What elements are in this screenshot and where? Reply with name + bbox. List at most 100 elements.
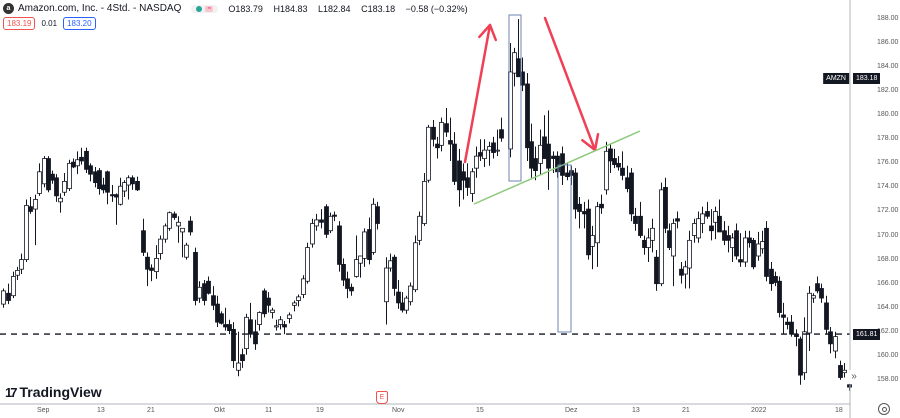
candle (396, 280, 401, 309)
candle (730, 233, 735, 263)
candle (349, 283, 354, 296)
candle (197, 281, 202, 303)
candle (582, 201, 587, 229)
candle (301, 275, 306, 299)
candle (211, 286, 216, 311)
last-price-badge: 183.18 (853, 73, 881, 84)
arrow-annotation[interactable] (463, 23, 498, 164)
price-tick-label: 184.00 (877, 63, 899, 71)
candle (565, 163, 570, 181)
candle (426, 124, 431, 183)
candle (413, 235, 418, 293)
price-tick-label: 158.00 (877, 375, 899, 383)
candle (42, 156, 47, 188)
candle (236, 331, 241, 377)
candle (305, 242, 310, 284)
candle (176, 216, 181, 243)
candle (738, 233, 743, 267)
candle (54, 174, 59, 202)
candle (642, 235, 647, 255)
price-tick-label: 178.00 (877, 135, 899, 143)
candle (474, 146, 479, 178)
sell-button[interactable]: 183.19 (3, 17, 36, 30)
candle (24, 199, 29, 263)
price-tick-label: 170.00 (877, 231, 899, 239)
candle (266, 292, 271, 313)
time-tick-label: 11 (265, 407, 273, 414)
candle (612, 148, 617, 169)
candle (802, 317, 807, 380)
candle (167, 211, 172, 231)
candle (93, 166, 98, 188)
candle (240, 348, 245, 368)
candle (1, 288, 6, 308)
candle (11, 271, 16, 299)
candle (384, 257, 389, 325)
candle (705, 201, 710, 219)
price-tick-label: 172.00 (877, 207, 899, 215)
highlight-rectangle[interactable] (508, 14, 522, 182)
candle (616, 156, 621, 171)
candle (274, 319, 279, 331)
candle (687, 230, 692, 289)
candle (495, 129, 500, 157)
candle (683, 260, 688, 289)
candle (180, 227, 185, 258)
trendline[interactable] (473, 130, 641, 205)
candle (512, 47, 517, 87)
candle (88, 163, 93, 182)
candle (638, 201, 643, 238)
candle (815, 276, 820, 294)
candle (154, 245, 159, 279)
candle (67, 159, 72, 192)
candle (747, 230, 752, 248)
candle (824, 295, 829, 335)
time-tick-label: Nov (392, 407, 405, 414)
price-tick-label: 180.00 (877, 111, 899, 119)
earnings-marker-icon[interactable]: E (376, 391, 388, 404)
candle (206, 276, 211, 295)
candle (287, 312, 292, 324)
candle (248, 302, 253, 338)
candle (444, 108, 449, 137)
tradingview-logo[interactable]: 17 TradingView (5, 384, 102, 400)
candle (46, 156, 51, 193)
candle (478, 139, 483, 161)
candle (58, 193, 63, 213)
candle (798, 336, 803, 385)
highlight-rectangle[interactable] (557, 164, 572, 333)
settings-gear-icon[interactable] (878, 403, 890, 415)
candle (223, 307, 228, 331)
arrow-annotation[interactable] (543, 16, 600, 152)
candle (722, 221, 727, 246)
candle (392, 254, 397, 296)
candle (79, 147, 84, 165)
scroll-to-realtime-button[interactable]: » (847, 370, 861, 384)
candle (794, 329, 799, 347)
candle (781, 302, 786, 335)
candle (257, 311, 262, 331)
symbol-legend: a Amazon.com, Inc. - 4Std. - NASDAQ ≈ O1… (3, 3, 472, 14)
candle (110, 185, 115, 202)
candle (375, 201, 380, 230)
candle (62, 172, 67, 196)
hline-price-badge: 161.81 (853, 329, 881, 340)
buy-button[interactable]: 183.20 (63, 17, 96, 30)
candle (37, 163, 42, 196)
candle (717, 199, 722, 233)
candle (650, 218, 655, 253)
price-tick-label: 164.00 (877, 303, 899, 311)
candle (625, 165, 630, 193)
candle (28, 197, 33, 214)
candle (679, 262, 684, 284)
candle (646, 228, 651, 263)
market-status[interactable]: ≈ (191, 4, 219, 13)
candle (546, 110, 551, 190)
candle (184, 242, 189, 260)
candle (760, 230, 765, 254)
symbol-title[interactable]: Amazon.com, Inc. - 4Std. - NASDAQ (18, 3, 182, 14)
candle (202, 280, 207, 306)
candle (341, 258, 346, 287)
drawing-annotations[interactable] (463, 14, 641, 333)
